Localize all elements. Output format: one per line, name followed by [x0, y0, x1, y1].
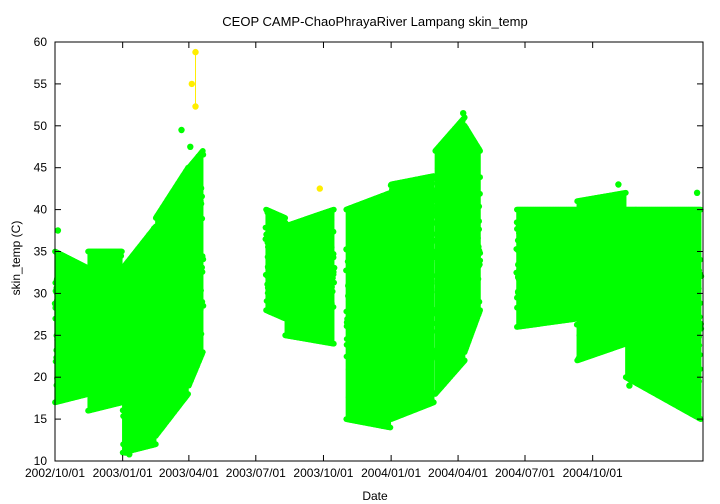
- data-point: [330, 340, 337, 347]
- data-point: [476, 261, 483, 268]
- data-point: [430, 399, 437, 406]
- data-point: [477, 190, 483, 197]
- chart-title: CEOP CAMP-ChaoPhrayaRiver Lampang skin_t…: [222, 14, 527, 29]
- data-point: [152, 441, 159, 448]
- data-segment: [281, 206, 338, 347]
- data-point: [476, 247, 483, 254]
- data-segment: [343, 189, 394, 431]
- data-point: [199, 193, 206, 200]
- data-point: [429, 230, 436, 237]
- data-point: [199, 148, 206, 154]
- data-point: [119, 248, 125, 255]
- data-point: [200, 256, 207, 263]
- plot-area: [51, 48, 705, 458]
- data-segment: [573, 189, 630, 364]
- data-point: [199, 264, 206, 271]
- data-segment: [85, 248, 126, 414]
- data-point: [330, 206, 337, 213]
- y-axis-label: skin_temp (C): [9, 221, 23, 296]
- data-point: [330, 251, 337, 257]
- data-point: [331, 279, 337, 286]
- data-point: [387, 424, 394, 431]
- data-segment: [432, 114, 468, 397]
- data-segment: [387, 173, 438, 422]
- data-point: [476, 203, 483, 210]
- data-segment: [185, 148, 207, 389]
- data-point: [475, 226, 482, 233]
- data-point: [477, 307, 483, 314]
- data-point: [199, 215, 206, 222]
- data-point: [477, 148, 483, 154]
- data-point: [185, 391, 192, 397]
- data-segment: [152, 164, 192, 439]
- data-point: [199, 349, 206, 355]
- x-axis-label: Date: [362, 489, 388, 503]
- data-point: [331, 264, 338, 271]
- data-segment: [513, 206, 581, 330]
- data-point: [200, 302, 207, 309]
- data-segment: [51, 248, 92, 406]
- data-point: [282, 215, 289, 221]
- data-point: [330, 228, 337, 235]
- data-point: [461, 357, 468, 364]
